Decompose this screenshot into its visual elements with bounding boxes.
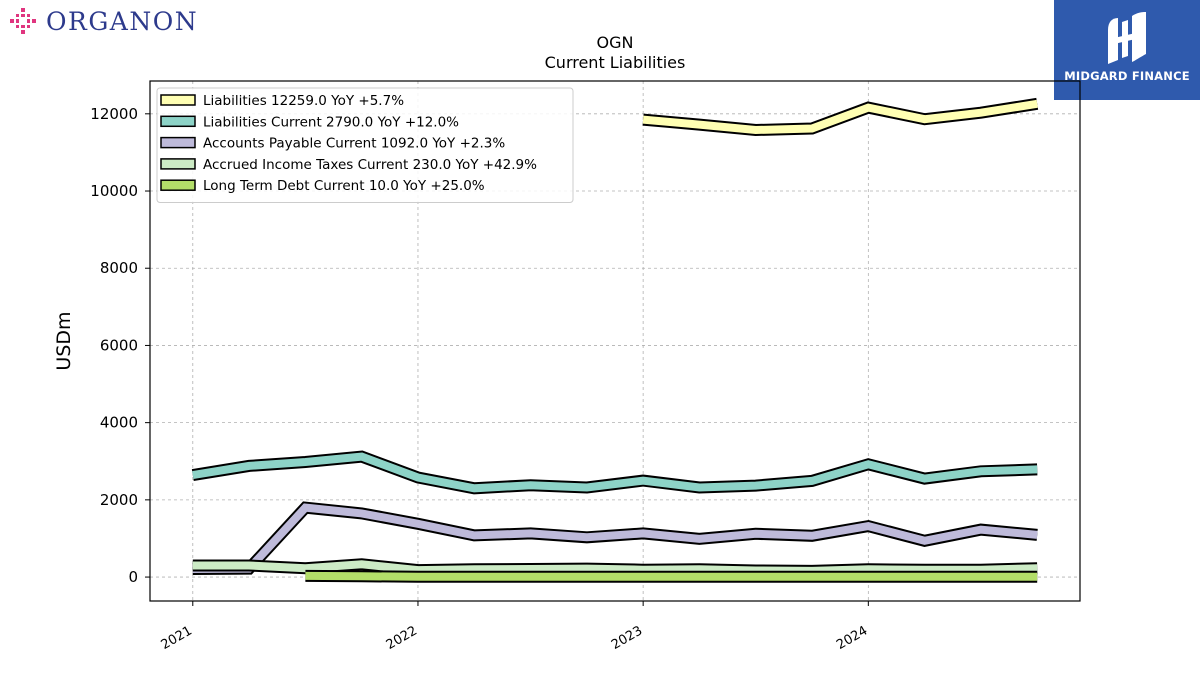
y-tick-label: 6000 bbox=[100, 336, 138, 354]
legend-swatch bbox=[160, 158, 196, 170]
x-tick-label: 2023 bbox=[609, 623, 645, 653]
organon-logo-icon bbox=[10, 8, 36, 34]
x-tick-label: 2022 bbox=[384, 623, 420, 653]
x-tick-label: 2024 bbox=[834, 623, 870, 653]
y-axis: 0 2000 4000 6000 8000 10000 12000 bbox=[90, 105, 150, 586]
legend-swatch bbox=[160, 136, 196, 149]
series-line bbox=[192, 560, 1038, 575]
y-tick-label: 8000 bbox=[100, 259, 138, 277]
legend-entry: Liabilities Current 2790.0 YoY +12.0% bbox=[203, 114, 459, 130]
chart-title: OGN bbox=[597, 33, 634, 52]
legend-entry: Accrued Income Taxes Current 230.0 YoY +… bbox=[203, 157, 537, 173]
y-tick-label: 0 bbox=[128, 568, 138, 586]
organon-logo: ORGANON bbox=[6, 4, 198, 38]
y-axis-label: USDm bbox=[53, 311, 75, 370]
series-layer bbox=[191, 97, 1039, 583]
legend-swatch bbox=[160, 115, 196, 128]
legend-swatch bbox=[160, 94, 196, 106]
legend-swatch bbox=[160, 179, 196, 191]
series-line bbox=[642, 99, 1038, 135]
x-tick-label: 2021 bbox=[159, 623, 195, 653]
y-tick-label: 12000 bbox=[90, 105, 138, 123]
chart-subtitle: Current Liabilities bbox=[545, 53, 686, 72]
series-line bbox=[305, 571, 1038, 581]
plot-frame bbox=[149, 80, 1081, 602]
brand-name: ORGANON bbox=[46, 6, 199, 36]
sponsor-logo: MIDGARD FINANCE bbox=[1054, 0, 1200, 100]
sponsor-logo-icon bbox=[1108, 12, 1146, 64]
y-tick-label: 10000 bbox=[90, 182, 138, 200]
legend-entry: Long Term Debt Current 10.0 YoY +25.0% bbox=[203, 178, 485, 194]
legend-box bbox=[156, 87, 574, 203]
legend-entry: Liabilities 12259.0 YoY +5.7% bbox=[203, 93, 404, 109]
y-tick-label: 4000 bbox=[100, 414, 138, 432]
legend-entry: Accounts Payable Current 1092.0 YoY +2.3… bbox=[203, 136, 505, 152]
series-line bbox=[192, 503, 1038, 573]
legend: Liabilities 12259.0 YoY +5.7% Liabilities… bbox=[156, 87, 574, 203]
x-axis: 2021 2022 2023 2024 bbox=[159, 601, 870, 653]
sponsor-name: MIDGARD FINANCE bbox=[1064, 69, 1190, 83]
series-line bbox=[192, 452, 1038, 493]
y-tick-label: 2000 bbox=[100, 491, 138, 509]
